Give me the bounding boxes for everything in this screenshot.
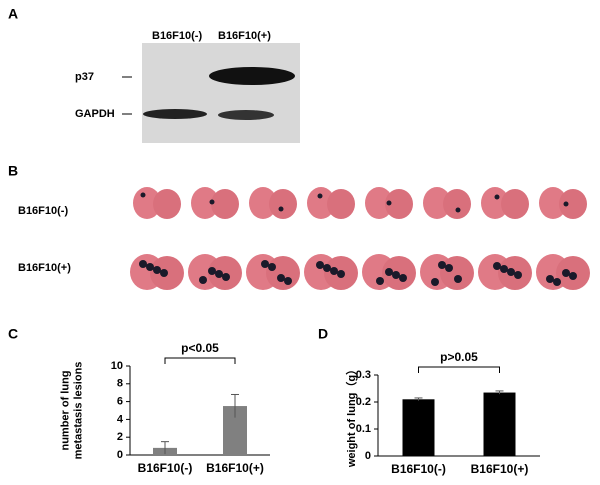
- lung: [327, 189, 355, 219]
- panel-label: B: [8, 163, 18, 179]
- blot-band: [209, 67, 295, 85]
- y-tick-label: 0.3: [356, 369, 371, 381]
- lesion: [546, 275, 554, 283]
- lung-photos: [130, 187, 590, 290]
- lesion: [153, 266, 161, 274]
- lesion: [140, 192, 146, 198]
- significance-label: p>0.05: [440, 350, 478, 364]
- lung: [440, 256, 474, 290]
- lesion: [455, 207, 461, 213]
- lesion: [215, 270, 223, 278]
- lung: [208, 256, 242, 290]
- x-tick-label: B16F10(+): [471, 462, 529, 476]
- lung: [133, 187, 161, 219]
- lesion: [160, 269, 168, 277]
- lesion: [563, 201, 569, 207]
- lesion: [330, 267, 338, 275]
- y-tick-label: 0: [365, 450, 371, 462]
- bar: [402, 399, 435, 456]
- panel-label: A: [8, 6, 18, 22]
- row-label: B16F10(-): [18, 205, 68, 217]
- lesion: [553, 278, 561, 286]
- lesion: [139, 260, 147, 268]
- y-tick-label: 10: [111, 360, 123, 372]
- lesion: [317, 193, 323, 199]
- lane-label: B16F10(-): [152, 30, 202, 42]
- x-tick-label: B16F10(-): [391, 462, 446, 476]
- lesion: [222, 273, 230, 281]
- lung: [249, 187, 277, 219]
- significance-label: p<0.05: [181, 341, 219, 355]
- panel-label: D: [318, 326, 328, 342]
- lesion: [146, 263, 154, 271]
- lung: [501, 189, 529, 219]
- lesion: [199, 276, 207, 284]
- lesion: [500, 265, 508, 273]
- y-tick-label: 0.2: [356, 396, 371, 408]
- y-tick-label: 0: [117, 449, 123, 461]
- lesion: [316, 261, 324, 269]
- bar: [483, 392, 516, 456]
- y-tick-label: 8: [117, 378, 123, 390]
- lesion: [385, 268, 393, 276]
- lesion: [507, 268, 515, 276]
- lesion: [386, 200, 392, 206]
- lung: [211, 189, 239, 219]
- y-axis-label: number of lung: [59, 370, 71, 450]
- lesion: [438, 261, 446, 269]
- y-axis-label: weight of lung（g）: [345, 364, 358, 468]
- lesion: [284, 277, 292, 285]
- row-label: B16F10(+): [18, 262, 71, 274]
- lung: [443, 189, 471, 219]
- x-tick-label: B16F10(-): [138, 461, 193, 475]
- band-label: GAPDH: [75, 108, 115, 120]
- lesion: [514, 271, 522, 279]
- lung: [307, 187, 335, 219]
- lesion: [376, 277, 384, 285]
- lesion: [494, 194, 500, 200]
- band-label: p37: [75, 71, 94, 83]
- lesion: [454, 275, 462, 283]
- significance-bracket: [418, 366, 500, 373]
- lesion: [569, 272, 577, 280]
- lesion: [562, 269, 570, 277]
- lesion: [392, 271, 400, 279]
- blot-membrane: [142, 43, 300, 143]
- lung: [385, 189, 413, 219]
- lesion: [445, 264, 453, 272]
- lung: [365, 187, 393, 219]
- lung: [191, 187, 219, 219]
- lesion: [323, 264, 331, 272]
- lesion: [277, 274, 285, 282]
- y-tick-label: 6: [117, 396, 123, 408]
- lesion: [268, 263, 276, 271]
- y-tick-label: 4: [117, 413, 124, 425]
- lesion: [399, 274, 407, 282]
- lesion: [261, 260, 269, 268]
- lesion: [337, 270, 345, 278]
- lung: [153, 189, 181, 219]
- y-tick-label: 2: [117, 431, 123, 443]
- blot-band: [218, 110, 274, 120]
- lesion: [209, 199, 215, 205]
- lesion: [493, 262, 501, 270]
- lesion: [278, 206, 284, 212]
- lung: [266, 256, 300, 290]
- y-tick-label: 0.1: [356, 423, 371, 435]
- lung: [423, 187, 451, 219]
- lesion: [431, 278, 439, 286]
- lung: [481, 187, 509, 219]
- significance-bracket: [164, 357, 236, 364]
- lung: [559, 189, 587, 219]
- lane-label: B16F10(+): [218, 30, 271, 42]
- x-tick-label: B16F10(+): [206, 461, 264, 475]
- y-axis-label: metastasis lesions: [72, 362, 84, 460]
- lung: [269, 189, 297, 219]
- panel-label: C: [8, 326, 18, 342]
- blot-band: [143, 109, 207, 119]
- lesion: [208, 267, 216, 275]
- lung: [539, 187, 567, 219]
